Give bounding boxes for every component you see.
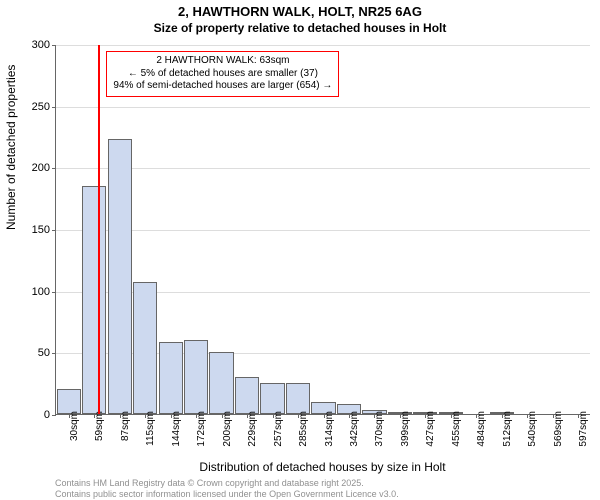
bar bbox=[235, 377, 259, 414]
plot-area: 05010015020025030030sqm59sqm87sqm115sqm1… bbox=[55, 45, 590, 415]
xtick-label: 229sqm bbox=[247, 411, 258, 447]
bar bbox=[286, 383, 310, 414]
annotation-line: 94% of semi-detached houses are larger (… bbox=[113, 80, 332, 93]
y-axis-label: Number of detached properties bbox=[4, 65, 18, 230]
xtick-label: 285sqm bbox=[298, 411, 309, 447]
ytick-label: 100 bbox=[32, 286, 50, 298]
chart-title: 2, HAWTHORN WALK, HOLT, NR25 6AG bbox=[0, 4, 600, 19]
marker-line bbox=[98, 45, 100, 414]
chart-subtitle: Size of property relative to detached ho… bbox=[0, 21, 600, 35]
xtick-label: 144sqm bbox=[171, 411, 182, 447]
gridline bbox=[56, 168, 590, 169]
ytick-label: 200 bbox=[32, 162, 50, 174]
ytick-mark bbox=[52, 107, 56, 108]
ytick-label: 250 bbox=[32, 101, 50, 113]
footer-line-2: Contains public sector information licen… bbox=[55, 489, 399, 499]
xtick-label: 172sqm bbox=[196, 411, 207, 447]
bar bbox=[260, 383, 284, 414]
ytick-mark bbox=[52, 415, 56, 416]
xtick-label: 370sqm bbox=[374, 411, 385, 447]
bar bbox=[159, 342, 183, 414]
bar bbox=[108, 139, 132, 414]
ytick-mark bbox=[52, 292, 56, 293]
xtick-label: 59sqm bbox=[94, 411, 105, 441]
bar bbox=[209, 352, 233, 414]
xtick-label: 342sqm bbox=[349, 411, 360, 447]
xtick-label: 540sqm bbox=[527, 411, 538, 447]
xtick-label: 30sqm bbox=[69, 411, 80, 441]
ytick-label: 50 bbox=[38, 347, 50, 359]
annotation-line: ← 5% of detached houses are smaller (37) bbox=[113, 68, 332, 81]
ytick-mark bbox=[52, 45, 56, 46]
ytick-label: 300 bbox=[32, 39, 50, 51]
xtick-label: 87sqm bbox=[120, 411, 131, 441]
xtick-label: 257sqm bbox=[273, 411, 284, 447]
gridline bbox=[56, 230, 590, 231]
bar bbox=[133, 282, 157, 414]
xtick-label: 427sqm bbox=[425, 411, 436, 447]
xtick-label: 512sqm bbox=[502, 411, 513, 447]
annotation-line: 2 HAWTHORN WALK: 63sqm bbox=[113, 55, 332, 68]
gridline bbox=[56, 107, 590, 108]
ytick-label: 150 bbox=[32, 224, 50, 236]
footer-line-1: Contains HM Land Registry data © Crown c… bbox=[55, 478, 364, 488]
gridline bbox=[56, 45, 590, 46]
bar bbox=[82, 186, 106, 414]
xtick-label: 200sqm bbox=[222, 411, 233, 447]
annotation-box: 2 HAWTHORN WALK: 63sqm← 5% of detached h… bbox=[106, 51, 339, 97]
xtick-label: 597sqm bbox=[578, 411, 589, 447]
xtick-label: 455sqm bbox=[451, 411, 462, 447]
xtick-label: 399sqm bbox=[400, 411, 411, 447]
ytick-mark bbox=[52, 353, 56, 354]
xtick-label: 484sqm bbox=[476, 411, 487, 447]
ytick-mark bbox=[52, 230, 56, 231]
x-axis-label: Distribution of detached houses by size … bbox=[55, 460, 590, 474]
xtick-label: 314sqm bbox=[324, 411, 335, 447]
xtick-label: 569sqm bbox=[553, 411, 564, 447]
bar bbox=[184, 340, 208, 414]
chart-container: 2, HAWTHORN WALK, HOLT, NR25 6AG Size of… bbox=[0, 0, 600, 500]
ytick-mark bbox=[52, 168, 56, 169]
ytick-label: 0 bbox=[44, 409, 50, 421]
xtick-label: 115sqm bbox=[145, 411, 156, 446]
